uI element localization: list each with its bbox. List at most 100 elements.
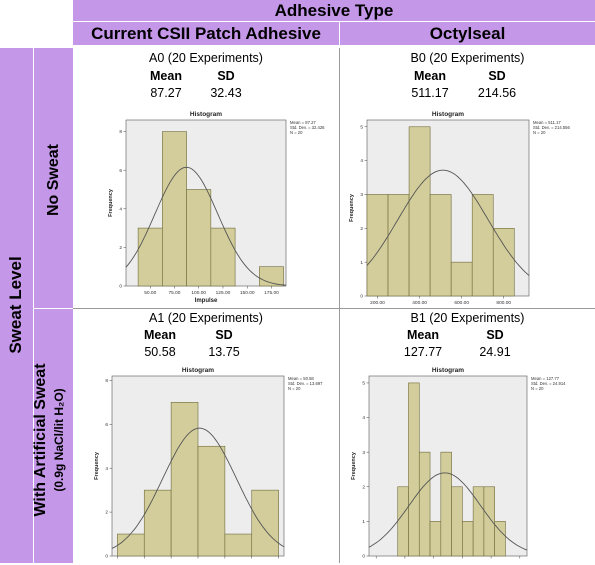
histogram-bar — [366, 194, 389, 297]
y-tick-label: 5 — [360, 124, 363, 130]
stats-line: Mean = 50.58 — [288, 376, 314, 381]
stats-line: Std. Dev. = 32.426 — [290, 125, 325, 130]
x-tick-label: 400.00 — [412, 300, 427, 304]
row-divider — [73, 308, 595, 309]
y-tick-label: 3 — [360, 192, 363, 198]
histogram-bar — [462, 521, 474, 557]
histogram-bar — [224, 533, 253, 557]
column-divider — [339, 48, 340, 563]
stats-line: Mean = 87.27 — [290, 120, 316, 125]
x-tick-label: 100.00 — [191, 290, 206, 296]
histogram-bar — [492, 228, 515, 297]
mean-value: 511.17 — [411, 86, 449, 100]
x-tick-label: 50.00 — [144, 290, 156, 296]
x-axis-label: Impulse — [195, 298, 218, 304]
artificial-sweat-band — [34, 309, 73, 563]
x-tick-label: 200.00 — [370, 300, 385, 304]
y-axis-label: Frequency — [108, 188, 114, 217]
y-tick-label: 2 — [105, 510, 108, 516]
adhesive-type-header: Adhesive Type — [73, 0, 595, 22]
chart-title: Histogram — [190, 111, 222, 118]
stats-line: Std. Dev. = 24.914 — [531, 381, 566, 386]
x-tick-label: 600.00 — [454, 300, 469, 304]
sd-heading: SD — [488, 69, 506, 83]
normal-curve — [125, 166, 287, 286]
histogram-bar — [429, 521, 442, 557]
stats-line: Std. Dev. = 214.556 — [533, 125, 570, 130]
histogram-a1: Histogram20.0030.0040.0050.0060.0070.008… — [74, 364, 338, 565]
stats-line: N = 20 — [288, 386, 301, 391]
histogram-bar — [186, 189, 212, 287]
y-tick-label: 1 — [362, 519, 365, 525]
x-tick-label: 175.00 — [264, 290, 279, 296]
y-tick-label: 4 — [119, 206, 122, 212]
histogram-bar — [408, 126, 431, 297]
histogram-bar — [483, 486, 495, 557]
mean-heading: Mean — [150, 69, 182, 83]
histogram-a0: Histogram 50.00 75.00 100.00 125.00 150.00 175… — [74, 106, 338, 304]
histogram-bar — [210, 227, 236, 287]
histogram-bar — [418, 451, 431, 557]
sd-value: 214.56 — [477, 86, 517, 100]
stats-line: N = 20 — [531, 386, 544, 391]
x-tick-label: 75.00 — [168, 290, 180, 296]
cell-caption: A1 (20 Experiments) — [149, 311, 263, 325]
y-tick-label: 0 — [360, 294, 363, 300]
sd-value: 13.75 — [208, 345, 240, 359]
y-axis-label: Frequency — [349, 193, 355, 222]
histogram-bar — [117, 533, 145, 557]
y-tick-label: 0 — [105, 554, 108, 560]
histogram-bar — [429, 194, 452, 297]
cell-caption: B0 (20 Experiments) — [410, 51, 525, 65]
y-tick-label: 3 — [362, 450, 365, 456]
chart-title: Histogram — [432, 367, 464, 374]
y-tick-label: 5 — [362, 381, 365, 387]
y-tick-label: 6 — [119, 168, 122, 174]
normal-curve — [111, 427, 285, 549]
no-sweat-band — [34, 48, 73, 309]
y-axis-label: Frequency — [351, 451, 357, 480]
y-tick-label: 8 — [119, 129, 122, 135]
normal-curve — [366, 169, 530, 276]
artificial-sweat-title: With Artificial Sweat — [32, 363, 49, 517]
chart-title: Histogram — [182, 367, 214, 374]
artificial-sweat-label: With Artificial Sweat (0.9g NaCl/lit H₂O… — [32, 363, 68, 516]
histogram-b1: Histogram80.00100.00120.00140.00160.0018… — [341, 364, 594, 565]
y-tick-label: 1 — [360, 260, 363, 266]
y-tick-label: 0 — [119, 284, 122, 290]
no-sweat-label: No Sweat — [45, 143, 62, 217]
x-tick-label: 150.00 — [240, 290, 255, 296]
y-tick-label: 2 — [360, 226, 363, 232]
sweat-level-label: Sweat Level — [6, 256, 25, 354]
histogram-bar — [137, 227, 163, 287]
cell-caption: B1 (20 Experiments) — [410, 311, 525, 325]
histogram-b0: Histogram200.00400.00600.00800.00012345I… — [341, 106, 594, 314]
sd-value: 24.91 — [479, 345, 511, 359]
sd-value: 32.43 — [210, 86, 242, 100]
histogram-bar — [170, 402, 199, 557]
sd-heading: SD — [486, 328, 504, 342]
stats-line: N = 20 — [290, 130, 303, 135]
y-tick-label: 4 — [360, 158, 363, 164]
y-tick-label: 2 — [362, 484, 365, 490]
x-tick-label: 125.00 — [216, 290, 231, 296]
mean-heading: Mean — [414, 69, 446, 83]
y-tick-label: 0 — [362, 554, 365, 560]
sd-heading: SD — [215, 328, 233, 342]
histogram-bar — [450, 261, 473, 297]
histogram-bar — [397, 486, 409, 557]
y-tick-label: 6 — [105, 422, 108, 428]
histogram-bar — [451, 486, 463, 557]
mean-heading: Mean — [407, 328, 439, 342]
histogram-bar — [494, 521, 506, 557]
stats-line: Std. Dev. = 13.697 — [288, 381, 323, 386]
histogram-bar — [143, 489, 172, 557]
y-tick-label: 4 — [105, 466, 108, 472]
artificial-sweat-subtitle: (0.9g NaCl/lit H₂O) — [52, 388, 66, 492]
mean-value: 127.77 — [403, 345, 443, 359]
y-tick-label: 8 — [105, 378, 108, 384]
y-tick-label: 4 — [362, 415, 365, 421]
stats-line: Mean = 127.77 — [531, 376, 560, 381]
x-tick-label: 800.00 — [496, 300, 511, 304]
sweat-level-band — [0, 48, 34, 563]
